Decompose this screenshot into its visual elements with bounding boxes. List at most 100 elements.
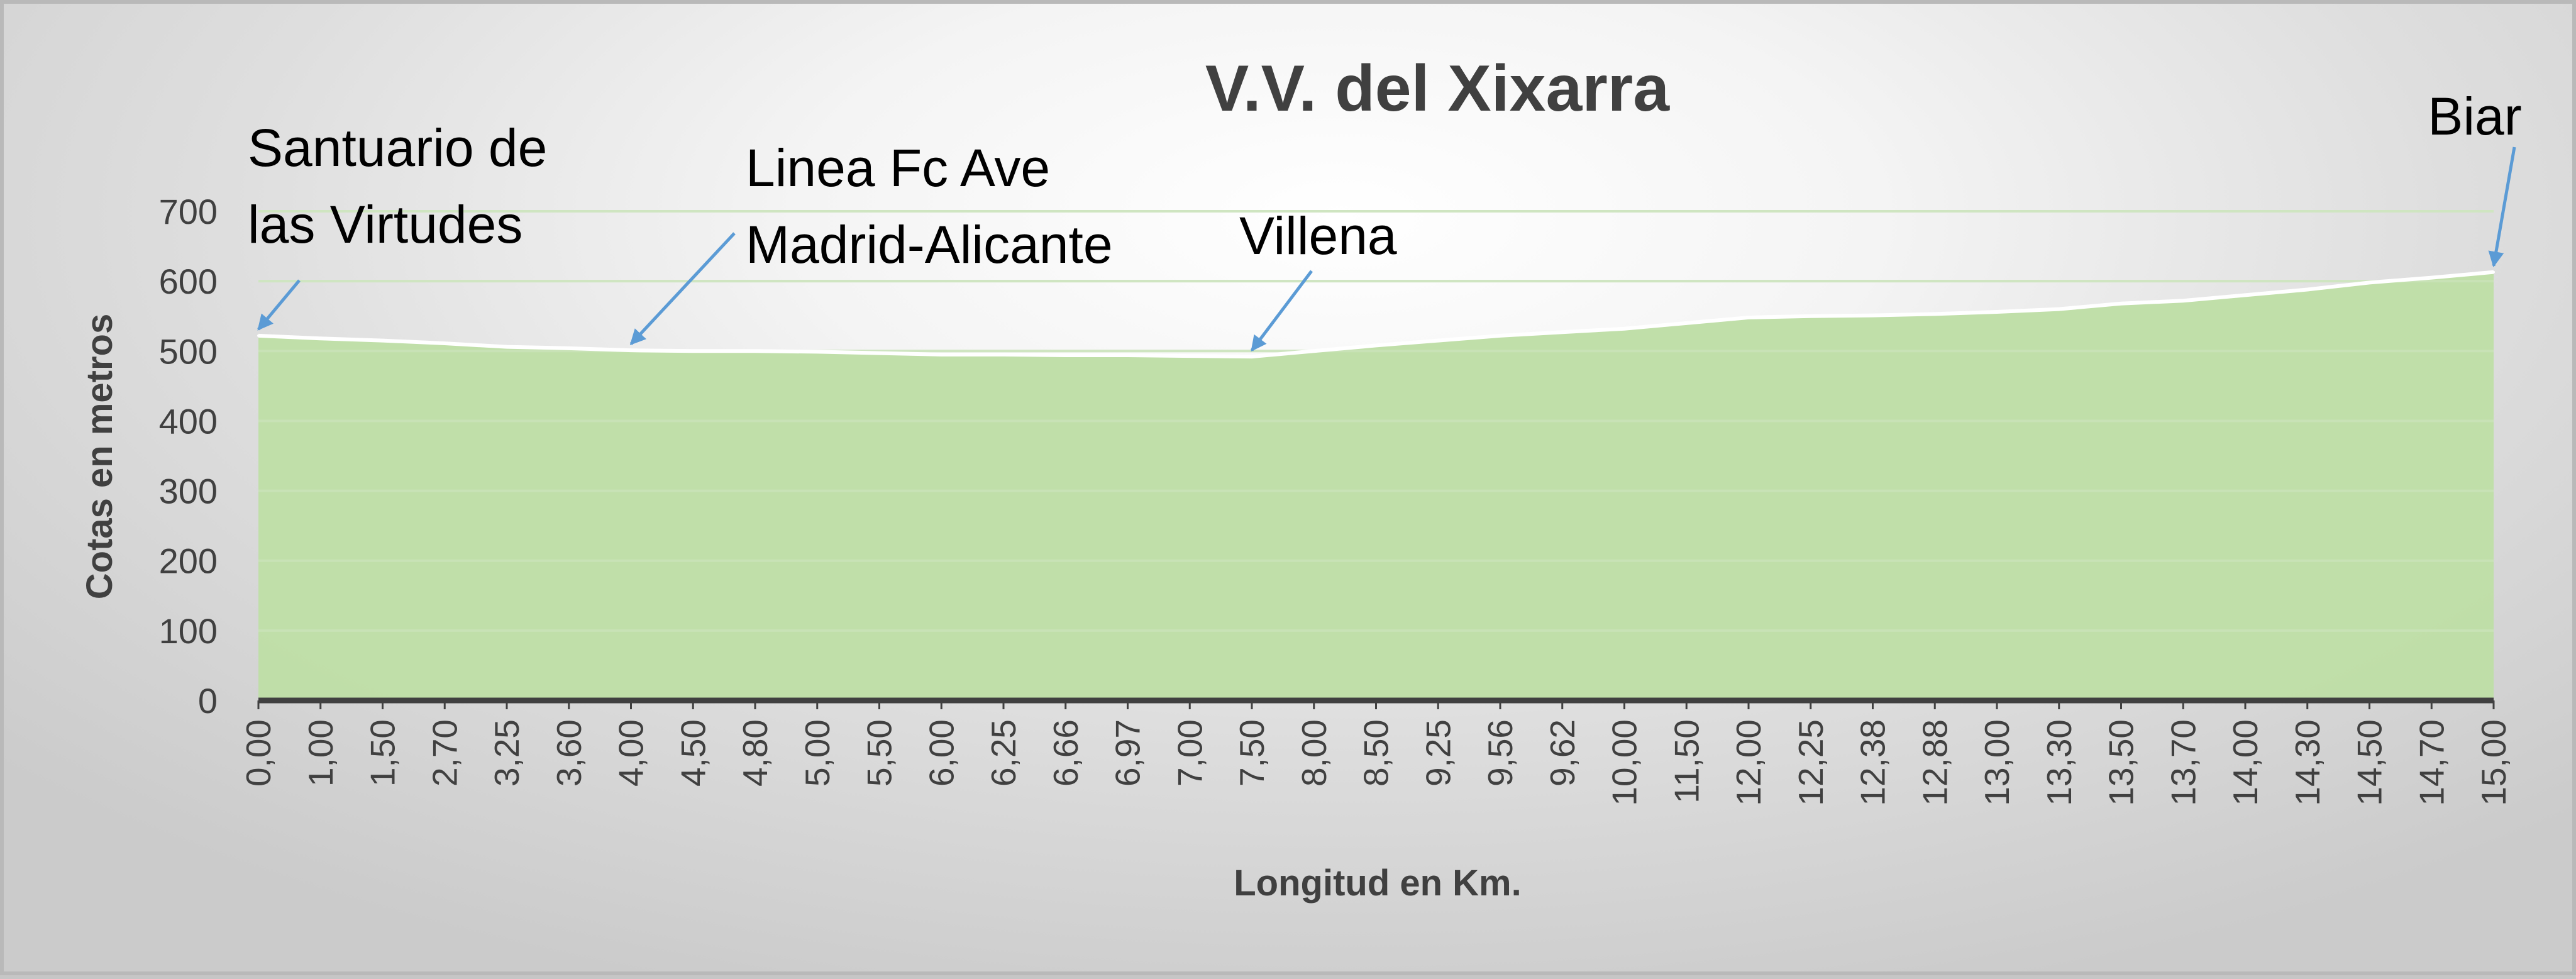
x-tick-label: 12,00 [1729, 719, 1768, 806]
x-tick-label: 8,50 [1357, 719, 1396, 787]
x-tick-label: 1,00 [301, 719, 340, 787]
data-point [2306, 288, 2309, 291]
data-point [1996, 311, 1998, 314]
x-tick-label: 6,00 [922, 719, 961, 787]
data-point [940, 353, 943, 356]
data-point [2244, 294, 2247, 297]
x-tick-label: 12,25 [1791, 719, 1830, 806]
data-point [567, 346, 570, 350]
y-tick-label: 200 [159, 541, 218, 581]
data-point [1871, 314, 1874, 317]
annotation-label: Biar [2428, 87, 2521, 146]
x-tick-label: 14,50 [2350, 719, 2389, 806]
y-axis-label: Cotas en metros [79, 314, 120, 599]
data-point [629, 349, 633, 352]
annotation-label: Villena [1239, 206, 1397, 265]
x-tick-label: 14,00 [2226, 719, 2265, 806]
data-point [1685, 321, 1688, 324]
x-tick-label: 5,00 [798, 719, 837, 787]
x-tick-label: 9,62 [1543, 719, 1582, 787]
x-tick-label: 13,70 [2164, 719, 2203, 806]
y-tick-label: 0 [198, 681, 218, 721]
y-axis-ticks: 0 100 200 300 400 500 600 700 [159, 192, 218, 721]
x-tick-label: 7,50 [1232, 719, 1271, 787]
x-tick-label: 0,00 [239, 719, 278, 787]
data-point [506, 345, 508, 348]
y-tick-label: 300 [159, 472, 218, 511]
data-point [2492, 270, 2495, 274]
x-tick-label: 3,60 [550, 719, 589, 787]
x-tick-label: 6,25 [984, 719, 1023, 787]
y-tick-label: 700 [159, 192, 218, 231]
x-axis-label: Longitud en Km. [1234, 863, 1522, 904]
data-point [1499, 334, 1501, 337]
annotations: Santuario de las Virtudes Linea Fc Ave Madr… [248, 87, 2522, 352]
data-point [754, 350, 756, 353]
x-tick-label: 4,00 [612, 719, 651, 787]
data-point [257, 334, 260, 337]
data-point [1126, 353, 1129, 357]
data-point [2182, 299, 2185, 302]
annotation-arrow [1251, 270, 1313, 352]
area-series [257, 210, 2495, 704]
data-point [1064, 353, 1067, 357]
x-tick-label: 2,70 [425, 719, 464, 787]
y-tick-label: 600 [159, 262, 218, 301]
data-point [815, 350, 819, 353]
x-tick-label: 13,30 [2040, 719, 2079, 806]
data-point [1561, 331, 1564, 334]
x-tick-label: 14,70 [2412, 719, 2451, 806]
y-tick-label: 500 [159, 331, 218, 371]
x-tick-label: 9,25 [1418, 719, 1457, 787]
x-tick-label: 12,38 [1854, 719, 1893, 806]
x-tick-label: 14,30 [2288, 719, 2327, 806]
annotation-label: Madrid-Alicante [746, 215, 1113, 274]
data-point [692, 350, 695, 353]
x-tick-label: 1,50 [363, 719, 402, 787]
data-point [2120, 302, 2123, 305]
data-point [1623, 327, 1626, 330]
x-tick-label: 6,66 [1046, 719, 1085, 787]
x-tick-label: 4,80 [736, 719, 775, 787]
series-area [258, 272, 2494, 700]
chart-title: V.V. del Xixarra [1205, 52, 1670, 125]
data-point [1312, 350, 1315, 353]
data-point [878, 351, 881, 355]
annotation-arrow [629, 232, 736, 346]
x-tick-label: 13,50 [2102, 719, 2141, 806]
data-point [2430, 276, 2433, 279]
data-point [319, 337, 322, 340]
x-tick-label: 3,25 [487, 719, 526, 787]
data-point [1002, 353, 1005, 356]
x-tick-label: 4,50 [673, 719, 712, 787]
data-point [2368, 281, 2371, 284]
data-point [1933, 313, 1937, 316]
x-tick-label: 7,00 [1170, 719, 1209, 787]
x-tick-label: 13,00 [1977, 719, 2016, 806]
data-point [1747, 316, 1750, 319]
data-point [2057, 307, 2060, 311]
x-tick-label: 5,50 [860, 719, 899, 787]
data-point [381, 339, 384, 342]
data-point [1374, 344, 1378, 347]
y-tick-label: 100 [159, 611, 218, 651]
annotation-label: Santuario de [248, 118, 547, 177]
x-tick-label: 6,97 [1108, 719, 1147, 787]
data-point [1809, 314, 1812, 318]
data-point [1437, 339, 1440, 342]
annotation-arrow [257, 279, 301, 331]
y-tick-label: 400 [159, 401, 218, 441]
x-tick-label: 12,88 [1915, 719, 1954, 806]
x-tick-label: 8,00 [1295, 719, 1334, 787]
x-tick-label: 9,56 [1481, 719, 1520, 787]
elevation-chart: V.V. del Xixarra Cotas en metros Longitu… [79, 52, 2522, 904]
x-tick-label: 15,00 [2474, 719, 2513, 806]
data-point [443, 342, 446, 345]
annotation-arrow [2488, 147, 2516, 268]
x-axis-ticks: 0,00 1,00 1,50 2,70 3,25 3,60 4,00 4,50 4,80 5,00… [239, 700, 2513, 806]
annotation-label: las Virtudes [248, 195, 522, 254]
x-tick-label: 11,50 [1667, 719, 1706, 804]
data-point [1251, 355, 1253, 358]
data-point [1188, 355, 1191, 358]
